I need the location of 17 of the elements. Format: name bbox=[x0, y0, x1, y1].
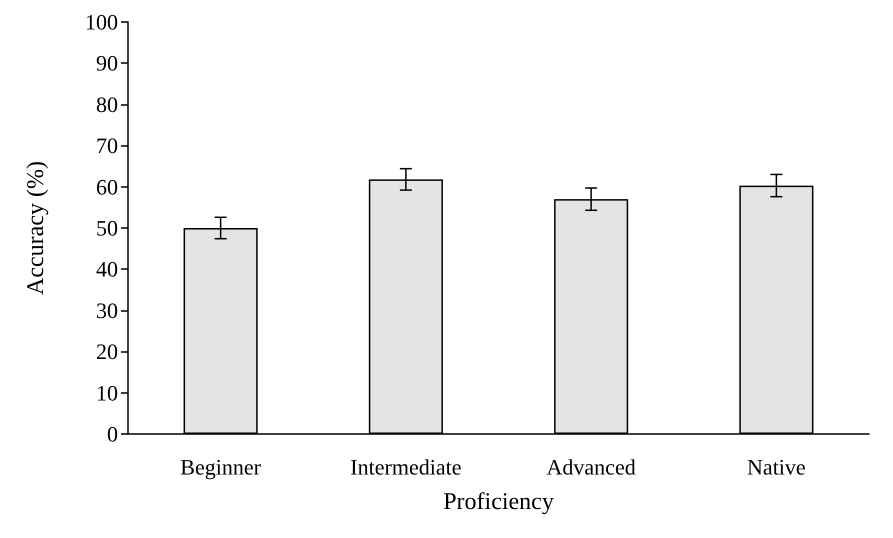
y-tick-label: 0 bbox=[107, 422, 118, 446]
y-tick-label: 80 bbox=[96, 92, 118, 117]
x-axis-title: Proficiency bbox=[443, 489, 554, 515]
y-tick-label: 100 bbox=[85, 10, 118, 34]
x-tick-label: Native bbox=[747, 454, 806, 480]
y-tick-label: 50 bbox=[96, 216, 118, 240]
y-tick-label: 90 bbox=[96, 50, 118, 76]
y-axis-title: Accuracy (%) bbox=[23, 161, 49, 295]
y-tick-label: 70 bbox=[96, 133, 118, 158]
x-tick-label: Intermediate bbox=[350, 454, 462, 480]
x-tick-label: Beginner bbox=[180, 454, 262, 480]
y-tick-label: 20 bbox=[96, 339, 118, 364]
y-tick-label: 10 bbox=[96, 380, 118, 406]
y-tick-label: 30 bbox=[96, 298, 118, 323]
y-tick-label: 40 bbox=[96, 256, 118, 282]
y-tick-label: 60 bbox=[96, 174, 118, 200]
x-tick-label: Advanced bbox=[546, 454, 636, 480]
